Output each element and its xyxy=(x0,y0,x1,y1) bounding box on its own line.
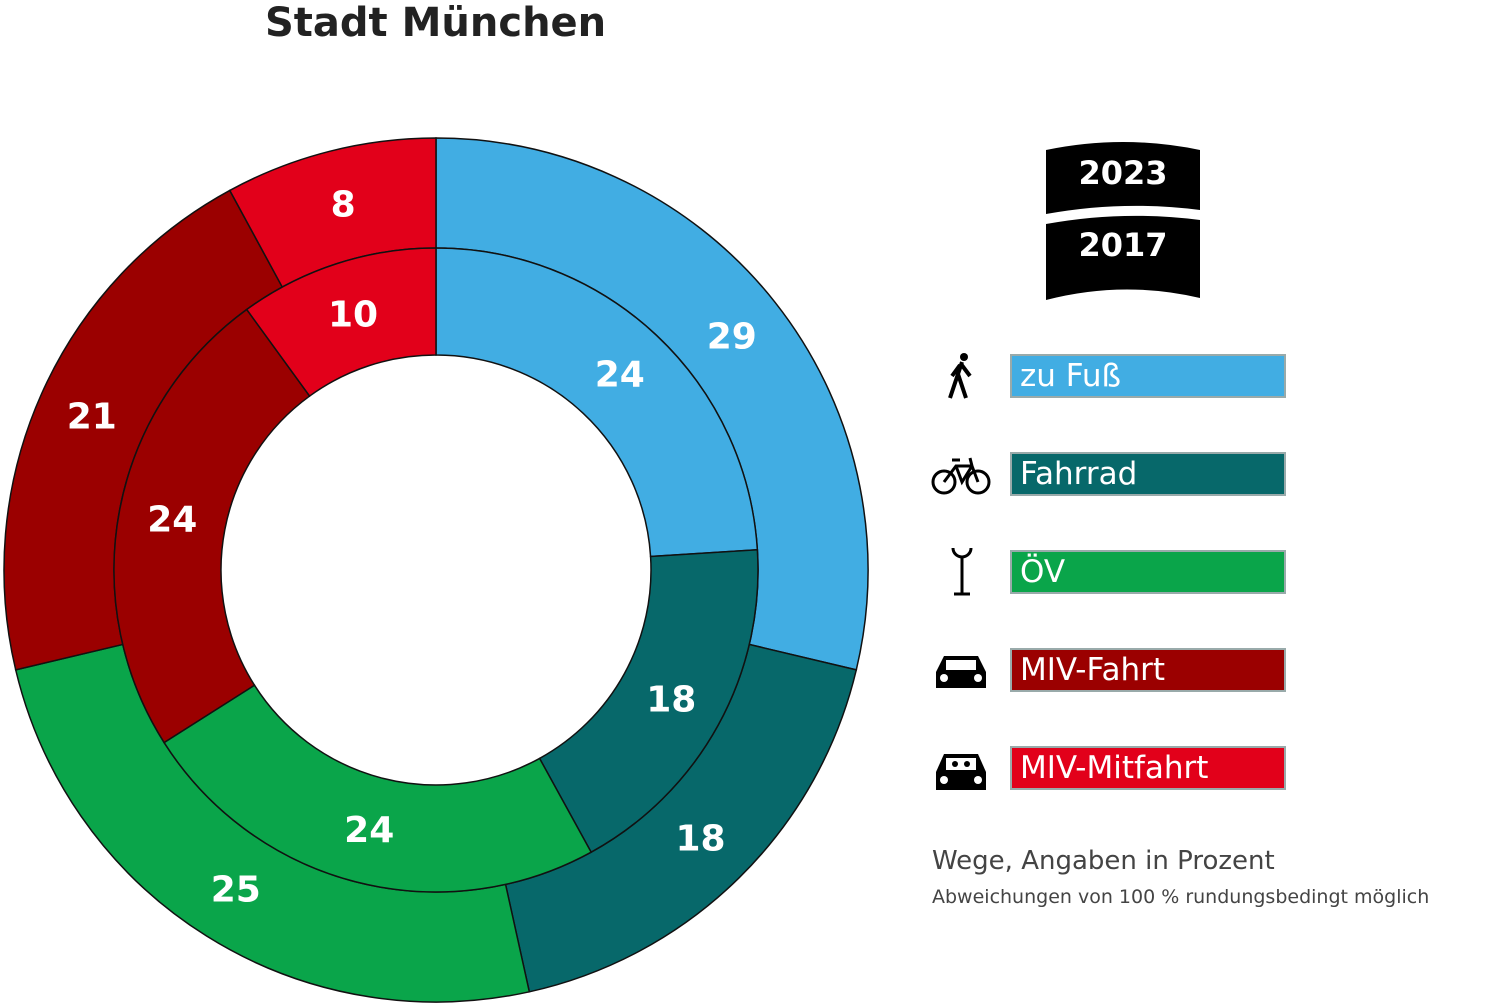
segment-2017-2 xyxy=(163,684,593,893)
donut-chart: 29 18 25 21 8 24 18 24 24 10 xyxy=(3,137,869,1003)
car-passenger-icon xyxy=(936,754,986,790)
data-label-2017-1: 18 xyxy=(646,679,696,720)
data-label-2023-4: 8 xyxy=(331,185,356,226)
data-label-2023-1: 18 xyxy=(675,819,725,860)
badge-shape xyxy=(1046,142,1200,300)
data-label-2017-2: 24 xyxy=(344,810,394,851)
data-label-2017-4: 10 xyxy=(328,295,378,336)
legend-label: Fahrrad xyxy=(1010,452,1286,496)
data-label-2017-0: 24 xyxy=(595,354,645,395)
car-icon xyxy=(936,656,986,688)
legend-label: ÖV xyxy=(1010,550,1286,594)
legend-item-miv-mitfahrt: MIV-Mitfahrt xyxy=(928,744,1290,794)
data-label-2017-3: 24 xyxy=(147,500,197,541)
badge-year-inner: 2017 xyxy=(1078,226,1168,264)
legend-label: MIV-Mitfahrt xyxy=(1010,746,1286,790)
note-unit: Wege, Angaben in Prozent xyxy=(932,846,1275,876)
badge-year-outer: 2023 xyxy=(1078,154,1168,192)
legend-item-miv-fahrt: MIV-Fahrt xyxy=(928,646,1290,696)
segment-2017-4 xyxy=(245,247,437,398)
data-label-2023-3: 21 xyxy=(67,396,117,437)
data-label-2023-0: 29 xyxy=(707,316,757,357)
pedestrian-icon xyxy=(948,353,972,399)
bus-stop-icon xyxy=(951,548,973,596)
legend-item-fahrrad: Fahrrad xyxy=(928,450,1290,500)
chart-title: Stadt München xyxy=(265,0,607,46)
legend-label: MIV-Fahrt xyxy=(1010,648,1286,692)
bicycle-icon xyxy=(931,457,991,495)
year-badge: 2023 2017 xyxy=(1046,140,1200,300)
data-label-2023-2: 25 xyxy=(211,869,261,910)
segment-2017-0 xyxy=(435,247,759,558)
note-rounding: Abweichungen von 100 % rundungsbedingt m… xyxy=(932,886,1430,908)
legend-item-oev: ÖV xyxy=(928,548,1290,598)
legend-label: zu Fuß xyxy=(1010,354,1286,398)
segment-2017-1 xyxy=(538,548,759,854)
legend-item-zu-fuss: zu Fuß xyxy=(928,352,1290,402)
segment-2017-3 xyxy=(113,308,311,744)
